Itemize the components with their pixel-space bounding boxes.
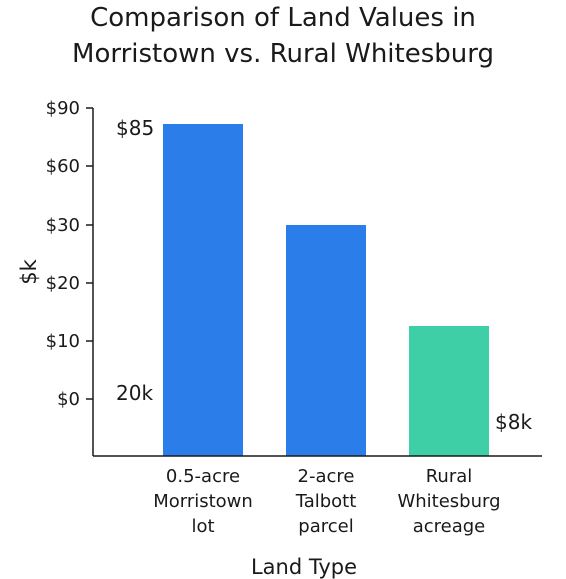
annotations-group: $85 20k $8k <box>116 116 532 434</box>
data-label: $85 <box>116 116 154 140</box>
data-label: 20k <box>116 381 153 405</box>
x-tick-label: 0.5-acre Morristown lot <box>153 466 253 537</box>
chart-title: Comparison of Land Values in Morristown … <box>72 3 494 69</box>
y-tick-label: $90 <box>46 98 80 119</box>
chart-title-line-1: Comparison of Land Values in <box>90 3 476 33</box>
bar <box>163 124 243 456</box>
y-tick-label: $0 <box>57 389 80 410</box>
bar <box>409 326 489 456</box>
bar <box>286 225 366 456</box>
data-label: $8k <box>495 410 532 434</box>
y-tick-label: $60 <box>46 156 80 177</box>
x-axis-title: Land Type <box>251 555 357 579</box>
x-tick-label: 2-acre Talbott parcel <box>295 466 357 537</box>
y-tick-label: $10 <box>46 331 80 352</box>
y-ticks-group: $0 $10 $20 $30 $60 $90 <box>46 98 93 410</box>
y-axis-title: $k <box>17 258 41 284</box>
bars-group <box>163 124 489 456</box>
chart-title-line-2: Morristown vs. Rural Whitesburg <box>72 39 494 69</box>
x-labels-group: 0.5-acre Morristown lot 2-acre Talbott parcel… <box>153 466 500 537</box>
y-tick-label: $20 <box>46 273 80 294</box>
y-tick-label: $30 <box>46 215 80 236</box>
x-tick-label: Rural Whitesburg acreage <box>397 466 500 537</box>
